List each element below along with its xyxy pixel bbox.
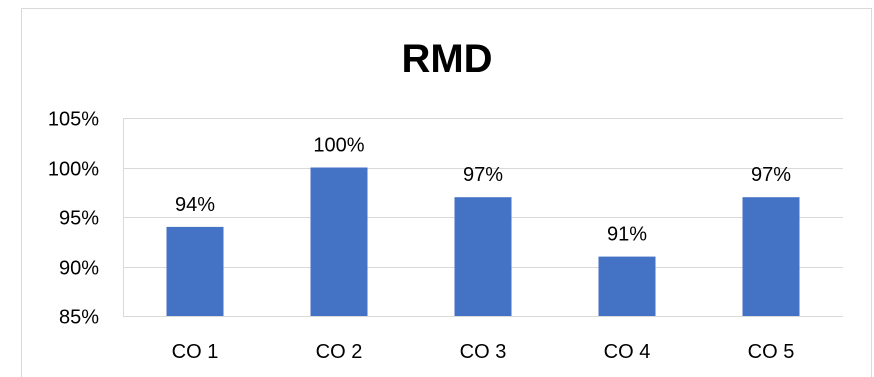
x-tick-label: CO 1: [172, 341, 219, 363]
chart-title: RMD: [401, 37, 492, 81]
data-label: 97%: [463, 164, 503, 186]
bar-co-2: [310, 167, 368, 316]
bar-co-4: [598, 256, 656, 316]
y-tick-label: 90%: [59, 258, 99, 280]
bar-co-3: [454, 197, 512, 316]
data-label: 91%: [607, 224, 647, 246]
data-label: 94%: [175, 194, 215, 216]
bars: [166, 167, 800, 316]
bar-co-1: [166, 226, 224, 316]
y-tick-label: 100%: [48, 159, 99, 181]
y-tick-label: 85%: [59, 307, 99, 329]
y-tick-label: 105%: [48, 109, 99, 131]
x-axis-ticks: CO 1 CO 2 CO 3 CO 4 CO 5: [172, 341, 795, 363]
data-label: 97%: [751, 164, 791, 186]
chart-frame: [21, 8, 872, 377]
y-axis-ticks: 85% 90% 95% 100% 105%: [48, 109, 99, 329]
data-labels: 94% 100% 97% 91% 97%: [175, 135, 791, 246]
x-tick-label: CO 5: [748, 341, 795, 363]
y-tick-label: 95%: [59, 208, 99, 230]
x-tick-label: CO 3: [460, 341, 507, 363]
data-label: 100%: [313, 135, 364, 157]
bar-co-5: [742, 197, 800, 316]
x-tick-label: CO 2: [316, 341, 363, 363]
x-tick-label: CO 4: [604, 341, 651, 363]
